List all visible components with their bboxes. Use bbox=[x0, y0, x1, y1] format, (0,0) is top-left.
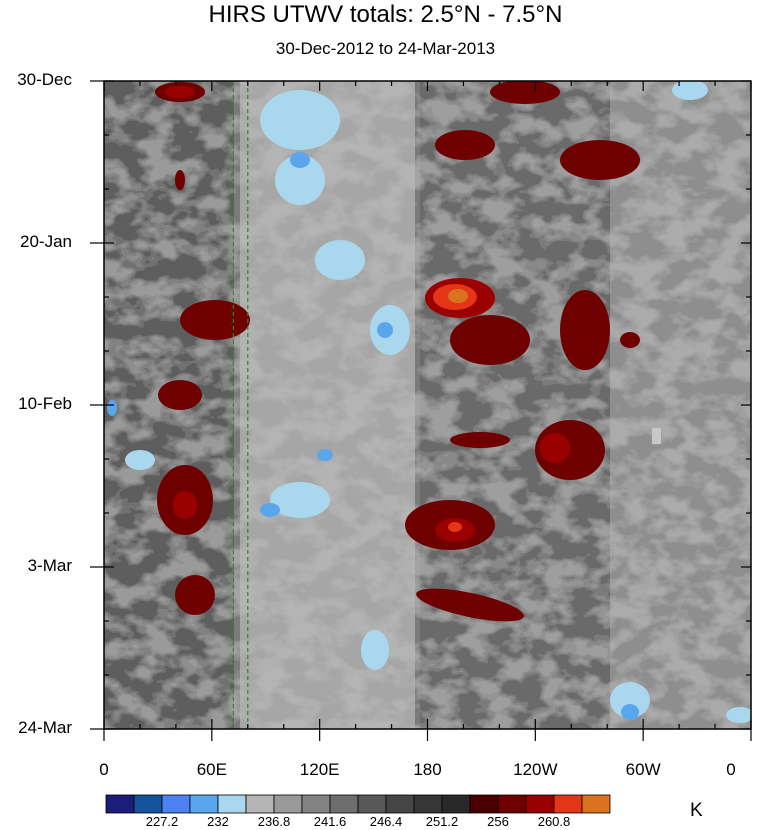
heatmap-field bbox=[104, 81, 751, 729]
chart-title: HIRS UTWV totals: 2.5°N - 7.5°N bbox=[208, 1, 563, 28]
y-tick-label: 30-Dec bbox=[17, 70, 72, 89]
colorbar-swatch bbox=[133, 794, 163, 814]
axis-ticks bbox=[90, 80, 752, 741]
x-tick-label: 120E bbox=[299, 760, 340, 779]
colorbar-label: 227.2 bbox=[145, 814, 179, 829]
colorbar-swatch bbox=[413, 794, 443, 814]
colorbar-swatch bbox=[161, 794, 191, 814]
y-tick-label: 3-Mar bbox=[27, 556, 72, 575]
x-tick-label: 0 bbox=[726, 760, 736, 779]
colorbar-swatch bbox=[497, 794, 527, 814]
colorbar-label: 232 bbox=[207, 814, 229, 829]
colorbar bbox=[105, 794, 611, 814]
colorbar-label: 246.4 bbox=[369, 814, 403, 829]
colorbar-swatch bbox=[553, 794, 583, 814]
colorbar-swatch bbox=[525, 794, 555, 814]
colorbar-swatch bbox=[273, 794, 303, 814]
colorbar-label: 236.8 bbox=[257, 814, 291, 829]
x-tick-label: 0 bbox=[99, 760, 109, 779]
colorbar-swatch bbox=[245, 794, 275, 814]
units-label: K bbox=[690, 800, 703, 821]
y-tick-label: 24-Mar bbox=[18, 718, 72, 737]
x-tick-label: 60W bbox=[625, 760, 661, 779]
colorbar-swatch bbox=[357, 794, 387, 814]
colorbar-swatch bbox=[189, 794, 219, 814]
x-tick-label: 180 bbox=[413, 760, 442, 779]
x-tick-label: 60E bbox=[196, 760, 227, 779]
colorbar-swatch bbox=[105, 794, 135, 814]
colorbar-swatch bbox=[581, 794, 611, 814]
y-tick-label: 10-Feb bbox=[18, 394, 72, 413]
colorbar-label: 251.2 bbox=[425, 814, 459, 829]
colorbar-swatch bbox=[301, 794, 331, 814]
y-tick-label: 20-Jan bbox=[20, 232, 72, 251]
colorbar-swatch bbox=[329, 794, 359, 814]
colorbar-label: 260.8 bbox=[537, 814, 571, 829]
colorbar-swatch bbox=[217, 794, 247, 814]
colorbar-swatch bbox=[441, 794, 471, 814]
colorbar-label: 256 bbox=[487, 814, 509, 829]
x-tick-label: 120W bbox=[513, 760, 558, 779]
colorbar-swatch bbox=[385, 794, 415, 814]
chart-subtitle: 30-Dec-2012 to 24-Mar-2013 bbox=[275, 39, 496, 58]
colorbar-swatch bbox=[469, 794, 499, 814]
colorbar-label: 241.6 bbox=[313, 814, 347, 829]
